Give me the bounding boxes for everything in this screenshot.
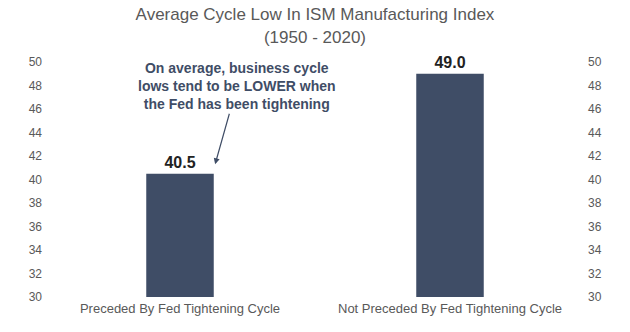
svg-text:42: 42 <box>29 149 43 163</box>
svg-text:On average, business cyclelows: On average, business cyclelows tend to b… <box>138 60 336 112</box>
svg-text:38: 38 <box>29 196 43 210</box>
svg-text:30: 30 <box>29 290 43 304</box>
svg-text:46: 46 <box>29 102 43 116</box>
svg-text:40.5: 40.5 <box>164 154 195 171</box>
svg-text:40: 40 <box>588 173 602 187</box>
svg-text:48: 48 <box>29 79 43 93</box>
svg-text:38: 38 <box>588 196 602 210</box>
svg-text:34: 34 <box>29 243 43 257</box>
svg-text:Not Preceded By Fed Tightening: Not Preceded By Fed Tightening Cycle <box>338 301 562 316</box>
svg-text:30: 30 <box>588 290 602 304</box>
svg-text:36: 36 <box>588 220 602 234</box>
svg-text:34: 34 <box>588 243 602 257</box>
svg-text:50: 50 <box>29 55 43 69</box>
svg-text:49.0: 49.0 <box>434 54 465 71</box>
svg-text:32: 32 <box>29 267 43 281</box>
svg-text:50: 50 <box>588 55 602 69</box>
svg-text:32: 32 <box>588 267 602 281</box>
svg-text:48: 48 <box>588 79 602 93</box>
svg-text:36: 36 <box>29 220 43 234</box>
svg-text:Preceded By Fed Tightening Cyc: Preceded By Fed Tightening Cycle <box>80 301 280 316</box>
svg-text:44: 44 <box>29 126 43 140</box>
svg-text:Average Cycle Low In ISM Manuf: Average Cycle Low In ISM Manufacturing I… <box>136 5 495 46</box>
svg-text:40: 40 <box>29 173 43 187</box>
svg-text:46: 46 <box>588 102 602 116</box>
svg-text:42: 42 <box>588 149 602 163</box>
svg-text:44: 44 <box>588 126 602 140</box>
